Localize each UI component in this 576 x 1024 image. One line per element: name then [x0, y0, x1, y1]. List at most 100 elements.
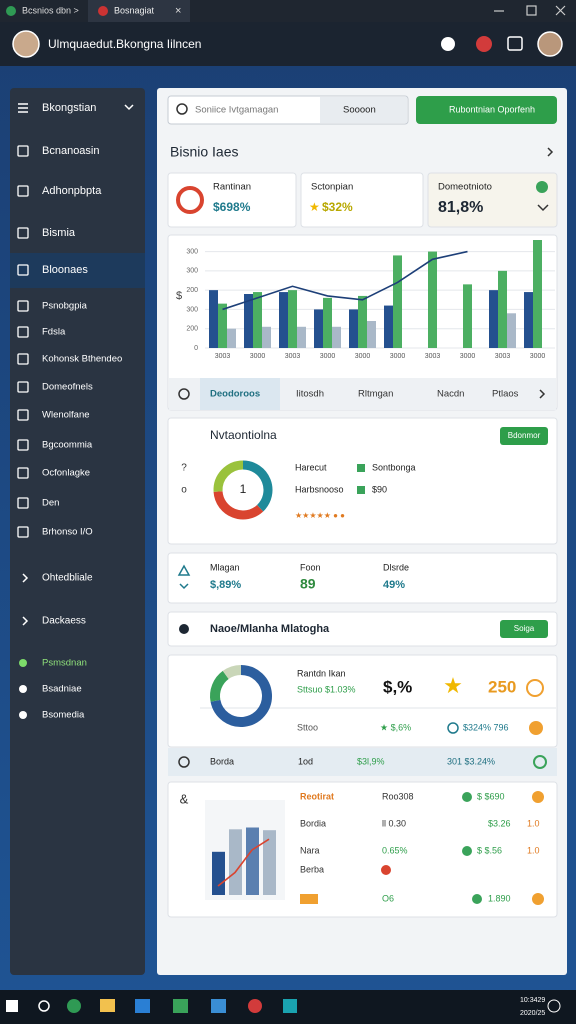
- label: Sctonpian: [311, 182, 353, 193]
- table-header: [168, 748, 557, 776]
- icon[interactable]: [507, 36, 523, 51]
- nav-item[interactable]: Bismia: [42, 227, 76, 239]
- nav-item[interactable]: Den: [42, 498, 59, 509]
- x-tick-label: 3000: [355, 353, 371, 360]
- app-title: Ulmquaedut.Bkongna Iilncen: [48, 37, 201, 51]
- bar: [463, 284, 472, 348]
- nav-item[interactable]: Adhonpbpta: [42, 185, 102, 197]
- section-title: Bisnio Iaes: [170, 144, 238, 160]
- star: ★: [309, 200, 320, 214]
- cta-label: Rubontnian Oporfenh: [449, 104, 535, 114]
- nav-icon: [17, 467, 29, 479]
- y-tick-label: 200: [186, 326, 198, 333]
- icon[interactable]: [441, 37, 455, 51]
- donut-segment: [213, 460, 244, 492]
- y-tick-label: 300: [186, 268, 198, 275]
- icon: [447, 722, 459, 734]
- table-cell: Bordia: [300, 818, 326, 828]
- bar: [507, 313, 516, 348]
- nav-item[interactable]: Fdsla: [42, 327, 66, 338]
- nav-item[interactable]: Bloonaes: [42, 264, 88, 276]
- bar: [297, 326, 306, 348]
- table-cell: Reotirat: [300, 791, 334, 801]
- x-tick-label: 3000: [320, 353, 336, 360]
- nav-item[interactable]: Wlenolfane: [42, 410, 90, 421]
- window-controls[interactable]: [494, 5, 566, 16]
- card-button[interactable]: [500, 427, 548, 445]
- search-button-label: Soooon: [343, 105, 376, 116]
- nav-group[interactable]: Dackaess: [42, 616, 86, 627]
- chart-tab[interactable]: Deodoroos: [210, 389, 260, 400]
- stat-value: $,89%: [210, 579, 241, 591]
- y-tick-label: 200: [186, 287, 198, 294]
- chevron: [547, 147, 554, 157]
- search-button[interactable]: [320, 97, 407, 123]
- tab-title: Bosnagiat: [114, 5, 155, 15]
- icon: [529, 721, 543, 735]
- chevron: [124, 104, 134, 111]
- sidebar-title: Bkongstian: [42, 102, 96, 114]
- avatar[interactable]: [537, 31, 563, 57]
- bar: [498, 270, 507, 348]
- chart-tab[interactable]: Iitosdh: [296, 389, 324, 400]
- section-button[interactable]: [500, 620, 548, 638]
- bar: [489, 290, 498, 348]
- active-tab[interactable]: [88, 0, 190, 22]
- label: ★ $,6%: [380, 722, 411, 732]
- bar: [209, 290, 218, 348]
- chart-tab[interactable]: Rltmgan: [358, 389, 393, 400]
- table-cell: 0.65%: [382, 845, 408, 855]
- nav-item[interactable]: Kohonsk Bthendeo: [42, 354, 122, 365]
- x-tick-label: 3000: [390, 353, 406, 360]
- mini-bar: [212, 851, 225, 895]
- label: 250: [488, 677, 516, 696]
- card: [167, 417, 558, 545]
- icon: [179, 583, 189, 590]
- label: Foon: [300, 562, 321, 572]
- avatar[interactable]: [12, 30, 40, 58]
- nav-item[interactable]: Bcnanoasin: [42, 145, 100, 157]
- table-header-cell: 1od: [298, 756, 313, 766]
- bar: [358, 295, 367, 348]
- x-tick-label: 3000: [460, 353, 476, 360]
- x-tick-label: 3003: [495, 353, 511, 360]
- nav-icon: [17, 439, 29, 451]
- icon: [177, 564, 191, 576]
- nav-icon: [19, 685, 27, 693]
- table-cell: O6: [382, 893, 394, 903]
- card-title: Nvtaontiolna: [210, 428, 277, 442]
- bar: [244, 294, 253, 348]
- nav-icon: [17, 326, 29, 338]
- table-cell: Roo308: [382, 791, 414, 801]
- icon: &: [180, 791, 189, 806]
- x-tick-label: 3003: [285, 353, 301, 360]
- nav-item[interactable]: Domeofnels: [42, 382, 93, 393]
- cta-button[interactable]: [416, 96, 557, 124]
- icon[interactable]: [476, 36, 492, 52]
- button-label: Soiga: [514, 624, 535, 633]
- nav-item[interactable]: Psnobgpia: [42, 301, 88, 312]
- nav-item[interactable]: Brhonso I/O: [42, 527, 93, 538]
- taskbar-icons[interactable]: [6, 999, 561, 1013]
- active-chart-tab[interactable]: [200, 378, 280, 410]
- bar: [428, 251, 437, 348]
- label: Sontbonga: [372, 462, 416, 472]
- chart-tab[interactable]: Ptlaos: [492, 389, 519, 400]
- nav-icon: [17, 381, 29, 393]
- chart-tab[interactable]: Nacdn: [437, 389, 464, 400]
- nav-item[interactable]: Bgcoommia: [42, 440, 93, 451]
- nav-item[interactable]: Psmsdnan: [42, 658, 87, 669]
- nav-item[interactable]: Bsomedia: [42, 710, 85, 721]
- bar: [524, 292, 533, 348]
- y-tick-label: 300: [186, 306, 198, 313]
- label: Harbsnooso: [295, 484, 344, 494]
- star: ★: [443, 673, 463, 698]
- nav-item[interactable]: Ocfonlagke: [42, 468, 90, 479]
- chevron: [537, 204, 549, 212]
- nav-group[interactable]: Ohtedbliale: [42, 573, 93, 584]
- nav-icon: [17, 185, 29, 197]
- nav-item[interactable]: Bsadniae: [42, 684, 82, 695]
- table-header-cell: $3l,9%: [357, 756, 385, 766]
- label: $,%: [383, 677, 412, 696]
